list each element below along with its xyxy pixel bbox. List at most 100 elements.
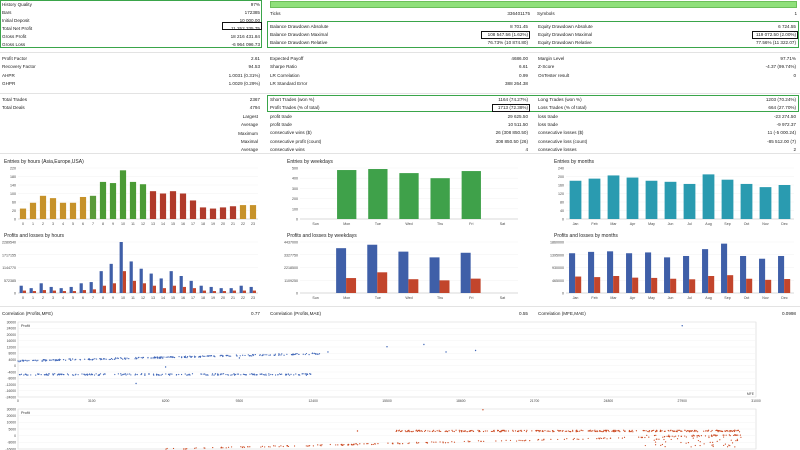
point — [615, 430, 617, 432]
point — [696, 436, 698, 438]
point — [183, 356, 185, 358]
point — [213, 355, 215, 357]
y-tick-label: 0 — [296, 218, 298, 222]
bar-profit — [169, 271, 173, 293]
point — [515, 440, 518, 442]
point — [58, 374, 60, 376]
point — [128, 358, 130, 360]
bar-loss — [202, 290, 206, 293]
point — [204, 447, 206, 449]
point — [178, 356, 180, 358]
point — [165, 448, 167, 450]
point — [212, 355, 215, 357]
chart-title-hours: Entries by hours (Asia,Europe,USA) — [4, 159, 84, 165]
point — [645, 430, 647, 432]
y-tick-label: 220 — [10, 167, 16, 171]
x-tick-label: 15500 — [382, 399, 392, 403]
point — [402, 443, 404, 445]
point — [317, 444, 319, 446]
bar — [683, 183, 696, 219]
bar-profit — [19, 285, 23, 293]
point — [140, 373, 143, 375]
point — [222, 373, 225, 375]
point — [187, 374, 189, 376]
x-tick-label: Wed — [405, 296, 412, 300]
point — [628, 429, 630, 432]
bar — [645, 180, 658, 219]
point — [165, 356, 167, 358]
point — [52, 373, 54, 375]
point — [397, 442, 399, 444]
x-tick-label: 9300 — [236, 399, 244, 403]
point — [674, 435, 677, 437]
point — [286, 353, 288, 355]
point — [161, 373, 163, 375]
point — [115, 357, 117, 359]
stat-row: Equity Drawdown Absolute 6 724.55 — [538, 23, 796, 30]
point — [572, 438, 574, 441]
stat-label: Balance Drawdown Absolute — [270, 24, 329, 29]
stat-row: Sharpe Ratio 6.61 — [270, 63, 528, 70]
stat-value: 10 511.50 — [507, 121, 528, 127]
bar-loss — [377, 272, 388, 293]
point — [602, 431, 604, 433]
point — [733, 430, 736, 433]
point — [611, 430, 613, 432]
bar-profit — [429, 257, 440, 293]
bar-loss — [172, 285, 176, 293]
bar-profit — [778, 255, 785, 293]
point — [231, 374, 233, 376]
bar — [119, 170, 127, 219]
stat-row: Bars 172385 — [2, 9, 260, 16]
point — [653, 439, 655, 441]
point — [285, 373, 287, 375]
y-tick-label: 0 — [14, 218, 16, 222]
point — [601, 430, 603, 433]
point — [280, 445, 282, 447]
point — [696, 431, 699, 433]
point — [654, 444, 657, 446]
point — [710, 430, 712, 433]
point — [681, 325, 683, 327]
y-tick-label: 20 — [12, 209, 16, 213]
stat-label: Profit Factor — [2, 56, 28, 61]
point — [703, 443, 705, 445]
bar-profit — [199, 285, 203, 293]
point — [662, 436, 664, 438]
point — [733, 434, 735, 437]
point — [614, 429, 616, 431]
point — [302, 373, 304, 375]
point — [724, 443, 726, 445]
point — [65, 359, 67, 361]
point — [592, 430, 594, 432]
x-tick-label: 15 — [171, 222, 175, 226]
point — [715, 434, 717, 436]
point — [410, 430, 412, 433]
x-tick-label: Aug — [705, 296, 711, 300]
y-tick-label: -8000 — [7, 441, 16, 445]
point — [565, 430, 568, 432]
correlation-value: 0.0998 — [781, 311, 796, 316]
point — [269, 446, 271, 448]
point — [271, 374, 274, 376]
equity-max-highlight — [752, 31, 798, 39]
point — [359, 443, 361, 445]
stat-value: 664 (27.70%) — [768, 105, 796, 111]
point — [727, 446, 729, 448]
x-tick-label: Tue — [375, 296, 381, 300]
x-tick-label: Mar — [610, 296, 617, 300]
point — [135, 356, 137, 359]
y-tick-label: 200 — [558, 175, 564, 179]
point — [165, 373, 167, 375]
point — [602, 437, 605, 439]
point — [186, 374, 188, 376]
point — [478, 431, 480, 433]
point — [158, 374, 160, 376]
point — [455, 429, 457, 431]
point — [518, 439, 520, 441]
point — [686, 430, 688, 432]
bar-profit — [249, 286, 253, 293]
bar-profit — [99, 271, 103, 293]
point — [209, 355, 211, 357]
bar-loss — [346, 278, 357, 293]
